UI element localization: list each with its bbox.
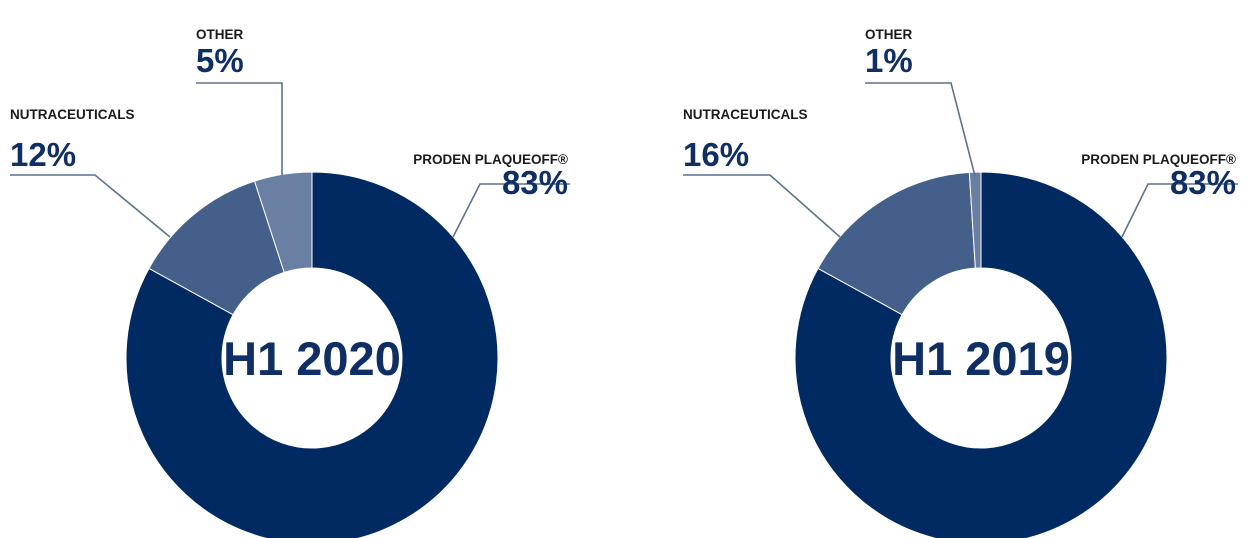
slice-label: OTHER <box>865 27 913 42</box>
slice-value: 5% <box>196 42 244 79</box>
donut-slice <box>794 171 1168 538</box>
slice-value: 83% <box>502 164 568 201</box>
slice-label: PRODEN PLAQUEOFF® <box>1081 152 1236 167</box>
slice-value: 83% <box>1170 164 1236 201</box>
donut-slice <box>817 171 976 316</box>
chart-center-title: H1 2019 <box>892 332 1070 385</box>
leader-line <box>196 82 283 176</box>
donut-slice <box>125 171 499 538</box>
chart-center-title: H1 2020 <box>223 332 401 385</box>
slice-label: NUTRACEUTICALS <box>683 107 808 122</box>
leader-line <box>452 183 570 238</box>
slice-label: OTHER <box>196 27 244 42</box>
donut-chart-1: H1 2019 PRODEN PLAQUEOFF®83% NUTRACEUTICAL… <box>683 27 1238 538</box>
donut-slice <box>253 171 313 274</box>
slice-label: PRODEN PLAQUEOFF® <box>413 152 568 167</box>
leader-line <box>683 174 841 238</box>
slice-label: NUTRACEUTICALS <box>10 107 135 122</box>
donut-chart-0: H1 2020 PRODEN PLAQUEOFF®83% NUTRACEUTICAL… <box>10 27 570 538</box>
slice-value: 12% <box>10 136 76 173</box>
slice-value: 16% <box>683 136 749 173</box>
leader-line <box>1121 183 1238 238</box>
leader-line <box>10 174 171 238</box>
slice-value: 1% <box>865 42 913 79</box>
leader-line <box>865 82 976 177</box>
